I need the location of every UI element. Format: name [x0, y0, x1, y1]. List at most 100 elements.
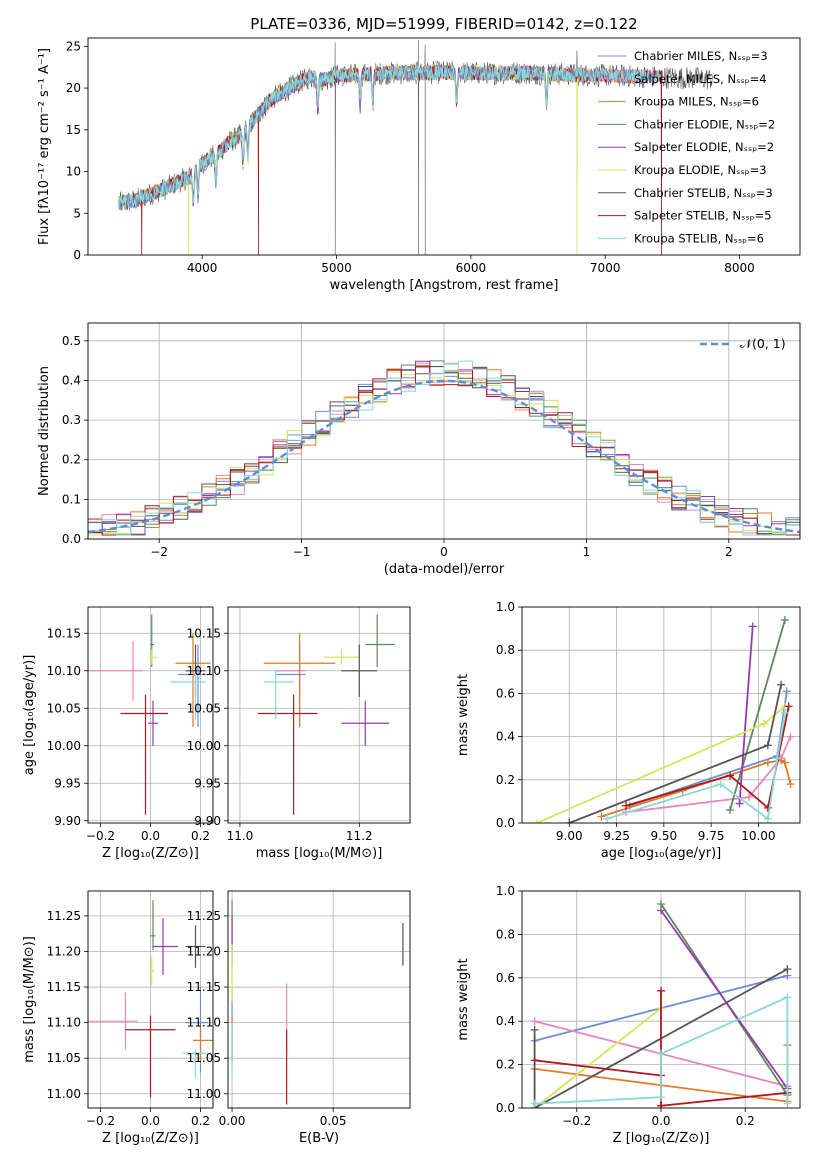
- y-tick-label: 11.20: [47, 944, 81, 958]
- y-tick-label: 0.2: [496, 773, 515, 787]
- axes-frame: [521, 890, 801, 1109]
- weight-marker: [783, 993, 792, 1002]
- y-tick-label: 0.4: [62, 373, 81, 387]
- axis-ticks: 4000 5000 6000 7000 8000 0 5 10 15 20 25: [66, 39, 755, 275]
- errorbar-kroupa-stelib: [263, 670, 294, 720]
- weight-marker: [783, 965, 792, 974]
- legend-label: Chabrier ELODIE, Nₛₛₚ=2: [634, 117, 775, 131]
- weight-marker: [786, 732, 795, 741]
- x-tick-label: 0.00: [219, 1114, 246, 1128]
- weight-series-kroupa-stelib: [530, 993, 792, 1108]
- spectrum-series-kroupa-elodie: [118, 64, 579, 255]
- errorbar-kroupa-stelib: [170, 670, 206, 720]
- errorbar-chabrier-miles: [275, 644, 306, 727]
- y-axis-label: age [log₁₀(age/yr)]: [22, 655, 37, 776]
- y-tick-label: 0.0: [62, 532, 81, 546]
- weight-marker: [530, 1056, 539, 1065]
- errorbar-salpeter-miles: [88, 992, 138, 1050]
- weight-marker: [533, 819, 542, 823]
- legend-label: 𝒩(0, 1): [740, 336, 786, 351]
- spectrum-series-kroupa-miles: [118, 64, 660, 211]
- errorbar-kroupa-elodie: [323, 649, 360, 665]
- weight-marker: [783, 1099, 792, 1108]
- grid-lines: [228, 891, 410, 1108]
- y-tick-label: 11.00: [187, 1087, 221, 1101]
- weight-line: [601, 759, 792, 818]
- weight-marker: [763, 814, 772, 823]
- y-tick-label: 10: [66, 165, 81, 179]
- errorbar-chabrier-stelib: [185, 925, 206, 968]
- weight-marker: [716, 780, 725, 789]
- y-tick-label: 0.2: [62, 453, 81, 467]
- x-axis-label: wavelength [Angstrom, rest frame]: [330, 278, 559, 293]
- axis-ticks: 9.00 9.25 9.50 9.75 10.00 0.0 0.2 0.4 0.6 0.8 1.0: [496, 600, 776, 843]
- x-tick-label: 9.50: [650, 829, 677, 843]
- weight-marker: [780, 615, 789, 624]
- weight-line: [533, 968, 788, 1108]
- axes-frame: [227, 606, 411, 824]
- x-tick-label: 6000: [456, 261, 487, 275]
- weight-marker: [763, 758, 772, 767]
- x-tick-label: 0.2: [191, 1114, 210, 1128]
- grid-lines: [228, 607, 410, 823]
- figure-title: PLATE=0336, MJD=51999, FIBERID=0142, z=0…: [250, 15, 637, 33]
- y-tick-label: 0.2: [496, 1058, 515, 1072]
- y-tick-label: 10.10: [47, 664, 81, 678]
- weight-marker: [657, 906, 665, 915]
- residual-histogram-panel: −2 −1 0 1 2 0.0 0.1 0.2 0.3 0.4 0.5 (data-model)/er…: [37, 322, 801, 577]
- errorbar-salpeter-elodie: [148, 700, 158, 746]
- y-tick-label: 0.5: [62, 334, 81, 348]
- age-vs-mass-panel: 11.0 11.2 9.90 9.95 10.00 10.05 10.10 10.15 mass…: [187, 606, 411, 861]
- y-tick-label: 0: [73, 248, 81, 262]
- weight-marker: [597, 812, 606, 821]
- weight-line: [536, 705, 786, 823]
- weight-marker: [657, 1049, 665, 1058]
- legend-label: Kroupa MILES, Nₛₛₚ=6: [634, 95, 759, 109]
- x-tick-label: 9.75: [698, 829, 725, 843]
- errorbar-salpeter-stelib: [120, 694, 168, 815]
- y-tick-label: 11.05: [47, 1051, 81, 1065]
- x-tick-label: 0.05: [320, 1114, 347, 1128]
- x-tick-label: −0.2: [562, 1114, 591, 1128]
- y-tick-label: 1.0: [496, 884, 515, 898]
- x-tick-label: 0: [440, 545, 448, 559]
- spectrum-series-kroupa-stelib: [118, 64, 660, 211]
- x-tick-label: 0.2: [191, 829, 210, 843]
- mass-vs-extinction-panel: 0.00 0.05 11.00 11.05 11.10 11.15 11.20 11.25 E(…: [187, 890, 411, 1146]
- y-tick-label: 9.95: [54, 776, 81, 790]
- spectrum-series-chabrier-miles: [118, 65, 660, 211]
- weight-marker: [773, 754, 782, 763]
- x-tick-label: −0.2: [86, 1114, 115, 1128]
- errorbar-salpeter-stelib: [257, 694, 318, 815]
- weight-marker: [777, 680, 786, 689]
- legend-label: Salpeter ELODIE, Nₛₛₚ=2: [634, 140, 774, 154]
- plot-area: [530, 900, 792, 1108]
- weight-marker: [603, 814, 612, 823]
- errorbar-kroupa-stelib: [183, 1049, 208, 1079]
- axes-frame: [87, 890, 214, 1109]
- x-tick-label: 4000: [187, 261, 218, 275]
- y-tick-label: 0.8: [496, 927, 515, 941]
- x-axis-label: Z [log₁₀(Z/Z⊙)]: [102, 846, 199, 861]
- y-tick-label: 11.25: [47, 909, 81, 923]
- weight-marker: [780, 758, 789, 767]
- y-tick-label: 10.15: [187, 626, 221, 640]
- weight-marker: [657, 1093, 665, 1102]
- axes-frame: [87, 322, 801, 540]
- histogram-legend: 𝒩(0, 1): [700, 336, 786, 351]
- y-tick-label: 0.3: [62, 413, 81, 427]
- y-tick-label: 11.15: [187, 980, 221, 994]
- weight-marker: [622, 801, 631, 810]
- plot-area: [533, 615, 795, 823]
- plot-area: [88, 900, 213, 1098]
- plot-area: [257, 614, 396, 815]
- y-tick-label: 10.00: [187, 739, 221, 753]
- spectrum-panel: 4000 5000 6000 7000 8000 0 5 10 15 20 25 wavelength…: [37, 37, 801, 293]
- y-tick-label: 10.05: [47, 701, 81, 715]
- weight-marker: [786, 780, 795, 789]
- weight-line: [625, 736, 792, 814]
- errorbar-kroupa-miles: [263, 633, 336, 727]
- y-tick-label: 11.10: [187, 1016, 221, 1030]
- x-tick-label: −2: [150, 545, 168, 559]
- x-tick-label: 1: [583, 545, 591, 559]
